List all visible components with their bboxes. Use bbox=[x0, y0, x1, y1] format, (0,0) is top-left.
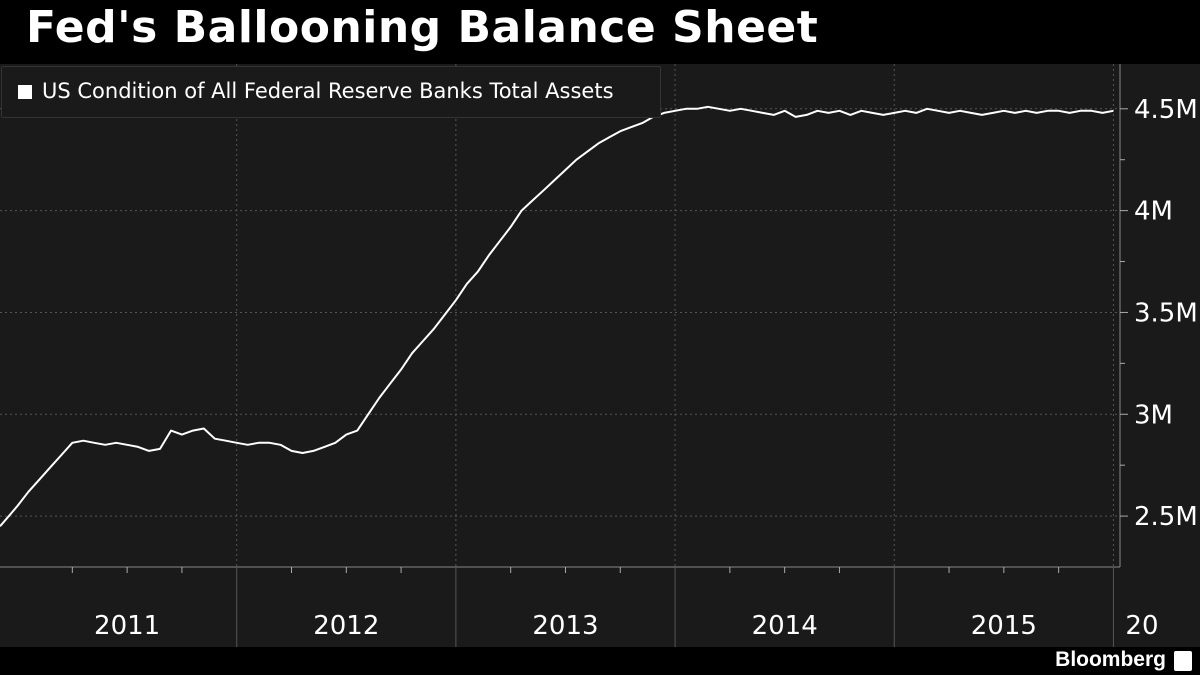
footer: Bloomberg bbox=[0, 647, 1200, 675]
brand-name: Bloomberg bbox=[1055, 648, 1166, 671]
x-tick-label: 2013 bbox=[532, 611, 598, 641]
y-tick-label: 4M bbox=[1134, 197, 1173, 227]
plot-background bbox=[0, 64, 1120, 567]
series-line bbox=[0, 105, 1114, 527]
x-tick-label: 2014 bbox=[752, 611, 818, 641]
y-tick-label: 2.5M bbox=[1134, 502, 1198, 532]
x-tick-label: 2015 bbox=[971, 611, 1037, 641]
legend-swatch bbox=[18, 85, 32, 99]
series-layer bbox=[0, 105, 1114, 527]
x-axis-band bbox=[0, 567, 1200, 647]
x-tick-label: 2012 bbox=[313, 611, 379, 641]
chart-title: Fed's Ballooning Balance Sheet bbox=[26, 2, 819, 53]
legend: US Condition of All Federal Reserve Bank… bbox=[1, 66, 661, 118]
x-tick-label: 2011 bbox=[94, 611, 160, 641]
chart-plot: 2.5M 3M 3.5M 4M 4.5M 2011 2012 2013 2014 2015 20 bbox=[0, 64, 1200, 647]
title-bar: Fed's Ballooning Balance Sheet bbox=[0, 0, 1200, 64]
legend-label: US Condition of All Federal Reserve Bank… bbox=[42, 79, 614, 103]
y-tick-label: 4.5M bbox=[1134, 95, 1198, 125]
bloomberg-logo-icon bbox=[1174, 651, 1192, 671]
axis-layer: 2.5M 3M 3.5M 4M 4.5M 2011 2012 2013 2014 2015 20 bbox=[0, 64, 1198, 647]
y-tick-label: 3M bbox=[1134, 400, 1173, 430]
y-axis-band bbox=[1120, 64, 1200, 567]
y-tick-label: 3.5M bbox=[1134, 298, 1198, 328]
x-tick-label: 20 bbox=[1125, 611, 1158, 641]
